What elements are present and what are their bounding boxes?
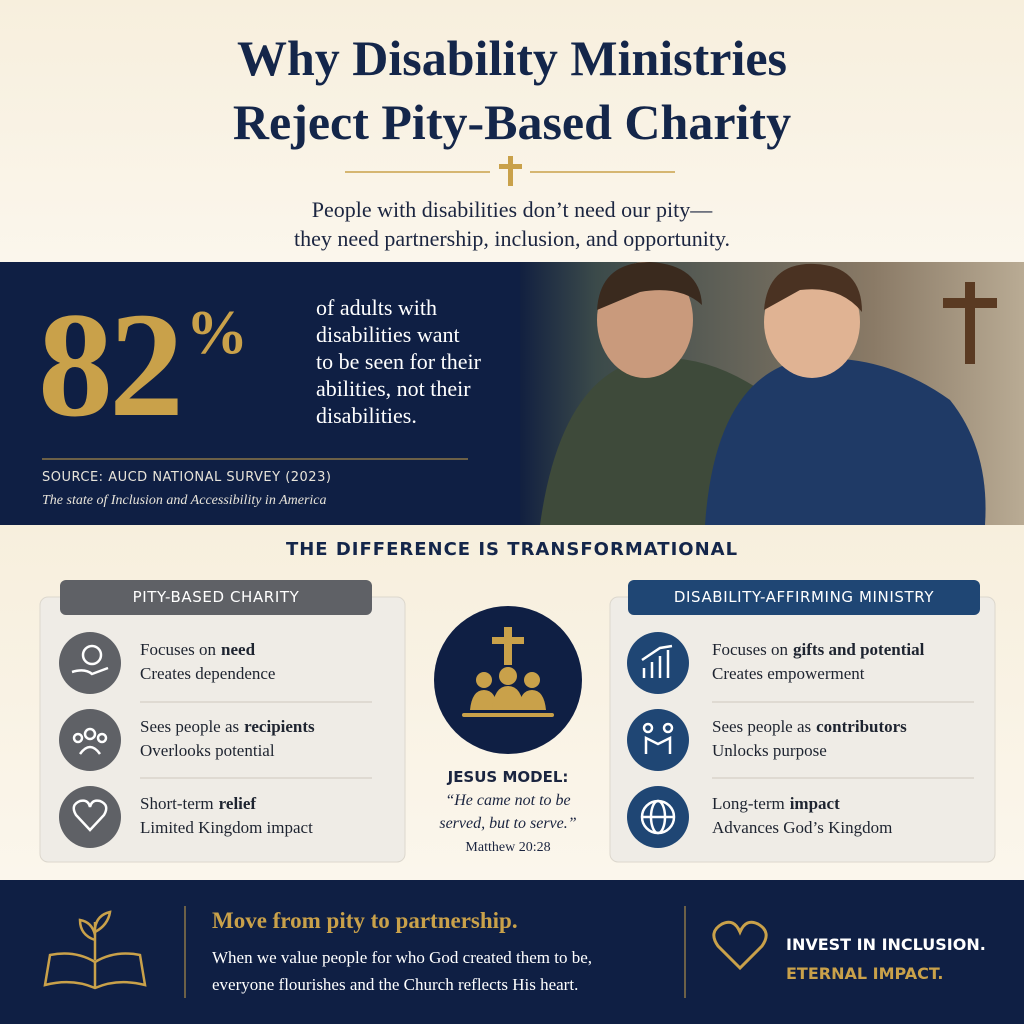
stat-line: abilities, not their [316, 376, 471, 401]
center-icon [462, 627, 554, 717]
stat-line: disabilities. [316, 403, 417, 428]
card-title: PITY-BASED CHARITY [132, 588, 300, 606]
row-line: Advances God’s Kingdom [712, 818, 893, 837]
stat-value: 82 [38, 282, 184, 448]
row-dividers [140, 701, 974, 779]
stat-line: of adults with [316, 295, 437, 320]
row-line: Creates dependence [140, 664, 276, 683]
section-heading: THE DIFFERENCE IS TRANSFORMATIONAL [285, 539, 739, 560]
quote: served, but to serve.” [439, 815, 577, 832]
reference: Matthew 20:28 [465, 840, 551, 855]
left-icon-glyphs [71, 644, 109, 832]
row-emphasis: contributors [816, 717, 907, 736]
row-line: Sees people as contributors [712, 715, 907, 739]
center-label: JESUS MODEL: [447, 768, 569, 786]
row-emphasis: impact [789, 794, 840, 813]
cta-line: INVEST IN INCLUSION. [786, 935, 986, 954]
stat-unit: % [186, 299, 248, 367]
subtitle: People with disabilities don’t need our … [311, 197, 713, 222]
row: Focuses on gifts and potential Creates emp… [712, 638, 924, 686]
title: Why Disability Ministries [236, 30, 788, 86]
row-line: Unlocks purpose [712, 741, 827, 760]
row-text: Focuses on [712, 640, 789, 659]
row-line: Focuses on need [140, 638, 275, 662]
row-emphasis: relief [218, 794, 257, 813]
pill [60, 580, 372, 615]
row-text: Long-term [712, 794, 785, 813]
stat-line: to be seen for their [316, 349, 481, 374]
card-title: DISABILITY-AFFIRMING MINISTRY [673, 588, 935, 606]
footer-line: When we value people for who God created… [212, 948, 592, 967]
row-line: Focuses on gifts and potential [712, 638, 924, 662]
row-line: Limited Kingdom impact [140, 818, 313, 837]
row-emphasis: recipients [244, 717, 315, 736]
row-text: Sees people as [140, 717, 240, 736]
photo [520, 262, 1024, 525]
pill [628, 580, 980, 615]
cta-line: ETERNAL IMPACT. [786, 964, 944, 983]
cross-icon [499, 156, 522, 186]
footer-line: everyone flourishes and the Church refle… [212, 975, 579, 994]
row-line: Sees people as recipients [140, 715, 315, 739]
right-icon-glyphs [640, 644, 676, 835]
row: Long-term impact Advances God’s Kingdom [712, 792, 892, 840]
subtitle: they need partnership, inclusion, and op… [293, 226, 731, 251]
stat: 82% [38, 290, 248, 440]
book-icon [43, 910, 147, 990]
heart-icon [712, 920, 768, 971]
footer-text: When we value people for who God created… [212, 944, 592, 998]
source: SOURCE: AUCD NATIONAL SURVEY (2023) [42, 470, 332, 485]
footer-heading: Move from pity to partnership. [212, 908, 518, 933]
row-text: Sees people as [712, 717, 812, 736]
quote: “He came not to be [445, 792, 571, 809]
footer-band [0, 880, 1024, 1024]
row-line: Creates empowerment [712, 664, 865, 683]
cta: INVEST IN INCLUSION. ETERNAL IMPACT. [786, 930, 986, 988]
row: Sees people as contributors Unlocks purpos… [712, 715, 907, 763]
source-note: The state of Inclusion and Accessibility… [42, 493, 327, 508]
title: Reject Pity-Based Charity [232, 94, 792, 150]
row-emphasis: need [221, 640, 256, 659]
stat-line: disabilities want [316, 322, 460, 347]
row-line: Overlooks potential [140, 741, 275, 760]
row-text: Focuses on [140, 640, 217, 659]
row-emphasis: gifts and potential [793, 640, 925, 659]
row-text: Short-term [140, 794, 214, 813]
stat-text: of adults with disabilities want to be s… [316, 294, 481, 429]
row: Short-term relief Limited Kingdom impact [140, 792, 313, 840]
row: Focuses on need Creates dependence [140, 638, 275, 686]
right-icons [627, 632, 689, 848]
row-line: Short-term relief [140, 792, 313, 816]
row-line: Long-term impact [712, 792, 892, 816]
row: Sees people as recipients Overlooks potent… [140, 715, 315, 763]
